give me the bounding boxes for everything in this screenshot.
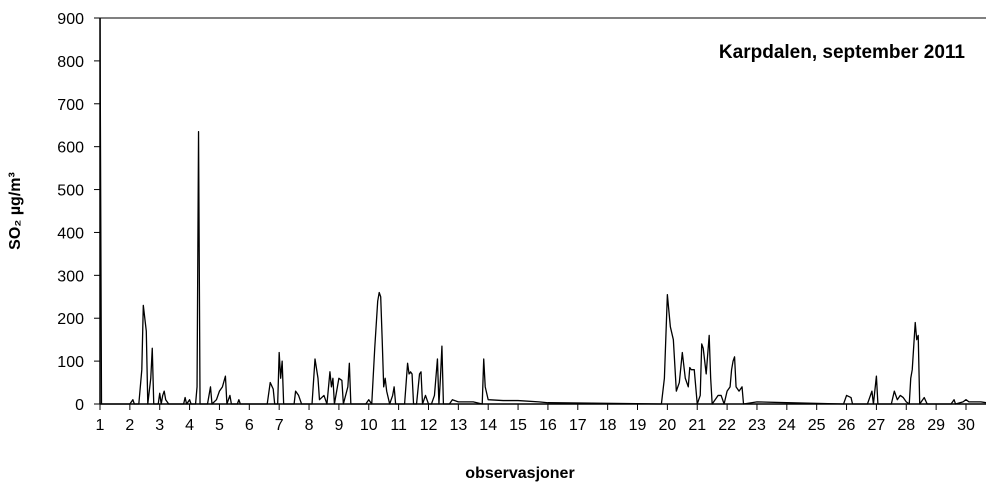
x-tick-label: 4 — [185, 417, 194, 434]
x-tick-label: 12 — [420, 417, 438, 434]
x-axis-label: observasjoner — [465, 465, 574, 482]
y-tick-label: 900 — [57, 11, 84, 28]
x-tick-label: 23 — [748, 417, 766, 434]
y-tick-label: 100 — [57, 354, 84, 371]
x-tick-label: 5 — [215, 417, 224, 434]
x-tick-label: 22 — [718, 417, 736, 434]
x-tick-label: 20 — [658, 417, 676, 434]
x-tick-label: 21 — [688, 417, 706, 434]
x-tick-label: 13 — [449, 417, 467, 434]
y-tick-label: 200 — [57, 311, 84, 328]
x-tick-label: 8 — [305, 417, 314, 434]
y-tick-label: 400 — [57, 225, 84, 242]
data-line — [100, 18, 986, 405]
x-tick-label: 9 — [334, 417, 343, 434]
x-tick-label: 7 — [275, 417, 284, 434]
plot-area — [100, 18, 986, 405]
x-tick-label: 10 — [360, 417, 378, 434]
y-tick-label: 0 — [75, 397, 84, 414]
x-tick-label: 18 — [599, 417, 617, 434]
x-tick-label: 17 — [569, 417, 587, 434]
y-axis-label: SO₂ µg/m³ — [7, 172, 24, 250]
x-tick-label: 30 — [957, 417, 975, 434]
x-tick-label: 27 — [868, 417, 886, 434]
y-tick-label: 600 — [57, 140, 84, 157]
x-tick-label: 25 — [808, 417, 826, 434]
x-tick-label: 1 — [96, 417, 105, 434]
y-tick-label: 500 — [57, 183, 84, 200]
x-tick-label: 29 — [927, 417, 945, 434]
x-tick-label: 19 — [629, 417, 647, 434]
x-tick-label: 24 — [778, 417, 796, 434]
x-tick-label: 6 — [245, 417, 254, 434]
x-tick-label: 16 — [539, 417, 557, 434]
x-tick-label: 15 — [509, 417, 527, 434]
annotation: Karpdalen, september 2011 — [719, 42, 965, 63]
x-tick-label: 26 — [838, 417, 856, 434]
y-tick-label: 700 — [57, 97, 84, 114]
x-tick-label: 2 — [125, 417, 134, 434]
y-tick-label: 300 — [57, 268, 84, 285]
x-tick-label: 3 — [155, 417, 164, 434]
x-tick-label: 11 — [390, 417, 407, 434]
x-tick-label: 28 — [897, 417, 915, 434]
y-tick-label: 800 — [57, 54, 84, 71]
x-tick-label: 14 — [479, 417, 497, 434]
